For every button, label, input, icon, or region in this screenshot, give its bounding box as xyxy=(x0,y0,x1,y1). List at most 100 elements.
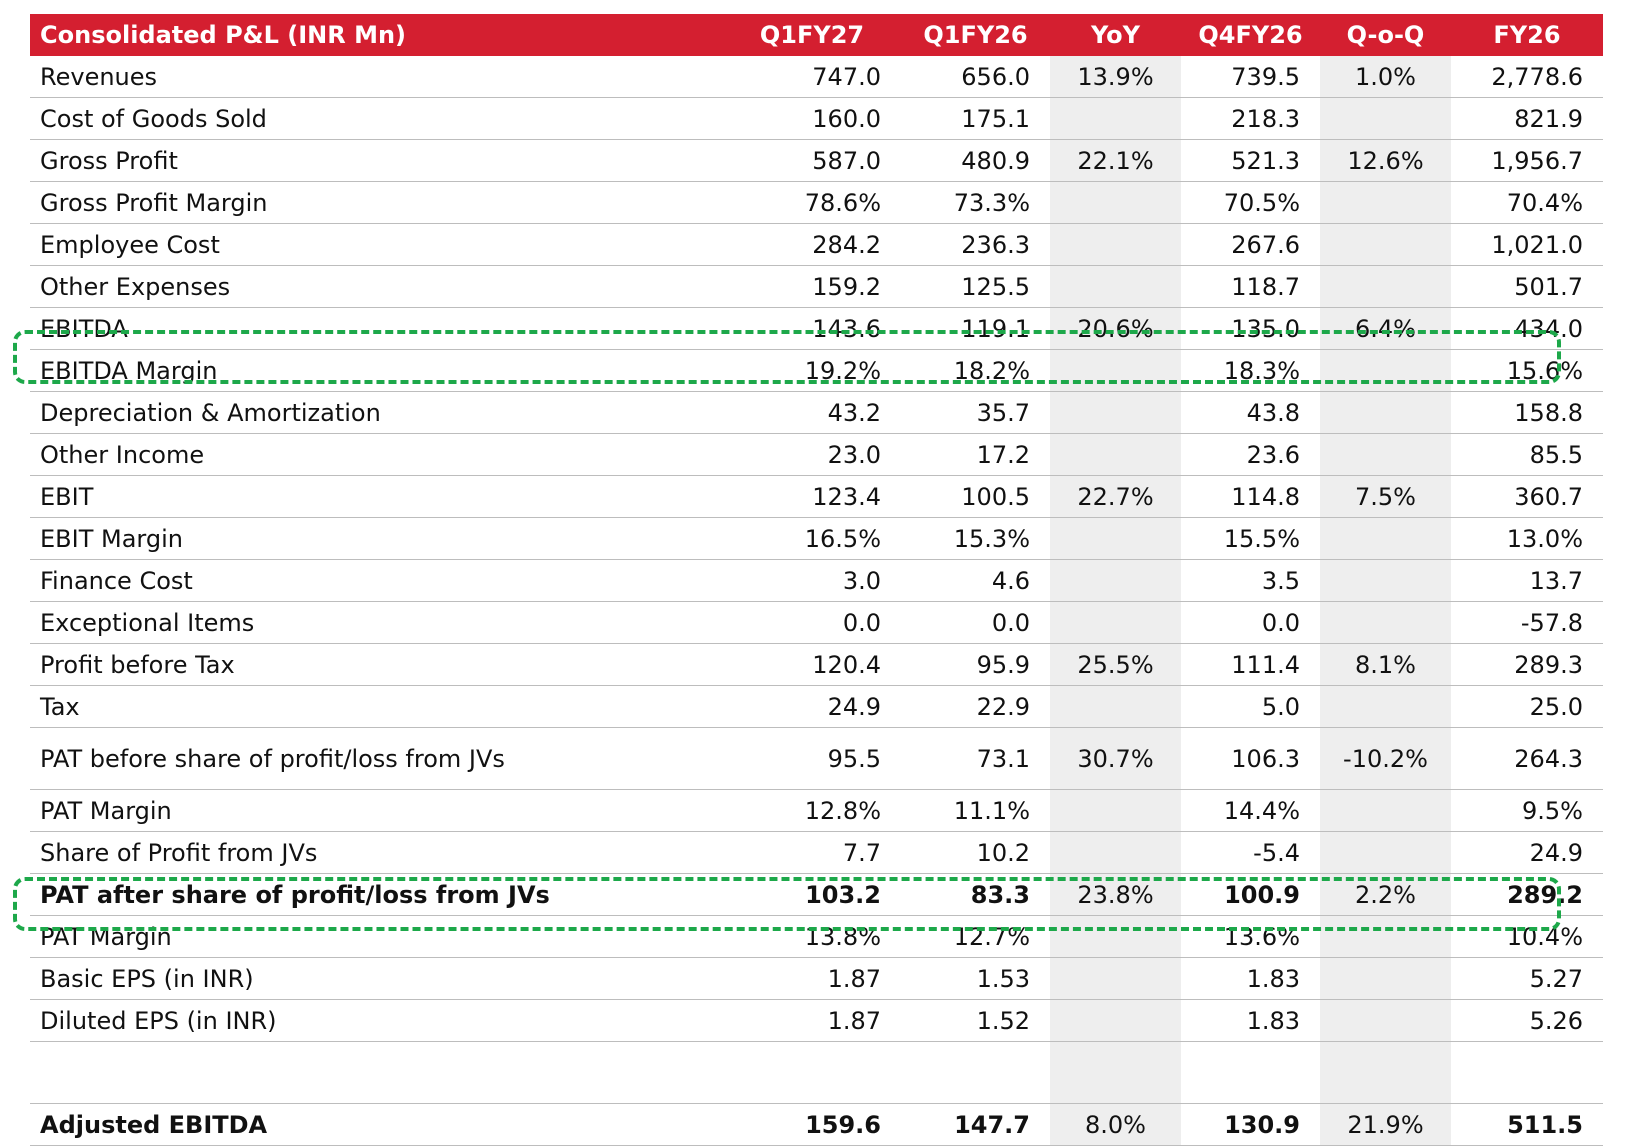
cell-fy26: 25.0 xyxy=(1451,685,1603,728)
cell-q1fy26: 22.9 xyxy=(901,685,1050,728)
cell-q1fy26: 95.9 xyxy=(901,643,1050,686)
cell-q1fy27: 12.8% xyxy=(723,789,901,832)
header-q4fy26: Q4FY26 xyxy=(1181,14,1320,56)
row-label: Profit before Tax xyxy=(30,643,723,686)
table-row: Adjusted EBITDA 159.6 147.7 8.0% 130.9 21.9% 5… xyxy=(30,1103,1603,1146)
row-label: Other Income xyxy=(30,433,723,476)
table-row: Other Income 23.0 17.2 23.6 85.5 xyxy=(30,433,1603,476)
cell-q4fy26: 15.5% xyxy=(1181,517,1320,560)
table-row: Employee Cost 284.2 236.3 267.6 1,021.0 xyxy=(30,223,1603,266)
row-label: Depreciation & Amortization xyxy=(30,391,723,434)
row-label: EBITDA Margin xyxy=(30,349,723,392)
cell-yoy xyxy=(1050,957,1181,1000)
cell-q1fy26: 18.2% xyxy=(901,349,1050,392)
cell-q4fy26: 118.7 xyxy=(1181,265,1320,308)
cell-qoq: -10.2% xyxy=(1320,727,1451,790)
cell-q4fy26: 739.5 xyxy=(1181,56,1320,98)
cell-q1fy27: 747.0 xyxy=(723,56,901,98)
header-yoy: YoY xyxy=(1050,14,1181,56)
cell-q4fy26: 135.0 xyxy=(1181,307,1320,350)
row-label: Tax xyxy=(30,685,723,728)
cell-fy26: 24.9 xyxy=(1451,831,1603,874)
table-row: Finance Cost 3.0 4.6 3.5 13.7 xyxy=(30,559,1603,602)
cell-fy26: 70.4% xyxy=(1451,181,1603,224)
cell-fy26: 2,778.6 xyxy=(1451,56,1603,98)
cell-yoy xyxy=(1050,685,1181,728)
row-label: PAT Margin xyxy=(30,789,723,832)
cell-yoy xyxy=(1050,97,1181,140)
row-label: PAT after share of profit/loss from JVs xyxy=(30,873,723,916)
cell-qoq: 2.2% xyxy=(1320,873,1451,916)
cell-yoy xyxy=(1050,789,1181,832)
cell-q1fy26: 0.0 xyxy=(901,601,1050,644)
table-row: Gross Profit Margin 78.6% 73.3% 70.5% 70.4% xyxy=(30,181,1603,224)
cell-fy26: 264.3 xyxy=(1451,727,1603,790)
row-label: Adjusted EBITDA xyxy=(30,1103,723,1146)
cell-fy26: 434.0 xyxy=(1451,307,1603,350)
cell-q1fy27: 159.6 xyxy=(723,1103,901,1146)
cell-yoy: 22.7% xyxy=(1050,475,1181,518)
cell-q1fy27: 16.5% xyxy=(723,517,901,560)
cell-q4fy26: 18.3% xyxy=(1181,349,1320,392)
cell-qoq xyxy=(1320,97,1451,140)
cell-qoq xyxy=(1320,789,1451,832)
cell-q4fy26: 218.3 xyxy=(1181,97,1320,140)
cell-q1fy27: 78.6% xyxy=(723,181,901,224)
cell-fy26: 821.9 xyxy=(1451,97,1603,140)
table-row xyxy=(30,1041,1603,1104)
cell-qoq xyxy=(1320,915,1451,958)
cell-yoy xyxy=(1050,181,1181,224)
table-row: EBITDA 143.6 119.1 20.6% 135.0 6.4% 434.0 xyxy=(30,307,1603,350)
cell-yoy xyxy=(1050,915,1181,958)
cell-qoq: 1.0% xyxy=(1320,56,1451,98)
cell-q4fy26: 3.5 xyxy=(1181,559,1320,602)
cell-qoq xyxy=(1320,433,1451,476)
cell-q1fy27: 160.0 xyxy=(723,97,901,140)
table-row: Revenues 747.0 656.0 13.9% 739.5 1.0% 2,778.6 xyxy=(30,56,1603,98)
row-label: Diluted EPS (in INR) xyxy=(30,999,723,1042)
cell-q4fy26: 14.4% xyxy=(1181,789,1320,832)
cell-q1fy26 xyxy=(901,1041,1050,1104)
cell-q1fy26: 73.3% xyxy=(901,181,1050,224)
cell-qoq xyxy=(1320,559,1451,602)
cell-q4fy26: -5.4 xyxy=(1181,831,1320,874)
cell-yoy xyxy=(1050,999,1181,1042)
cell-qoq xyxy=(1320,223,1451,266)
cell-q4fy26 xyxy=(1181,1041,1320,1104)
cell-q1fy27: 159.2 xyxy=(723,265,901,308)
table-row: Diluted EPS (in INR) 1.87 1.52 1.83 5.26 xyxy=(30,999,1603,1042)
row-label: Exceptional Items xyxy=(30,601,723,644)
cell-yoy xyxy=(1050,559,1181,602)
cell-fy26: 15.6% xyxy=(1451,349,1603,392)
cell-q4fy26: 1.83 xyxy=(1181,957,1320,1000)
cell-fy26: 10.4% xyxy=(1451,915,1603,958)
cell-q4fy26: 1.83 xyxy=(1181,999,1320,1042)
table-row: Tax 24.9 22.9 5.0 25.0 xyxy=(30,685,1603,728)
cell-q1fy27: 123.4 xyxy=(723,475,901,518)
cell-fy26: -57.8 xyxy=(1451,601,1603,644)
cell-q4fy26: 130.9 xyxy=(1181,1103,1320,1146)
header-q1fy26: Q1FY26 xyxy=(901,14,1050,56)
cell-q1fy27: 103.2 xyxy=(723,873,901,916)
pl-table: Consolidated P&L (INR Mn) Q1FY27 Q1FY26 … xyxy=(30,14,1603,1146)
cell-fy26: 289.2 xyxy=(1451,873,1603,916)
table-row: EBIT 123.4 100.5 22.7% 114.8 7.5% 360.7 xyxy=(30,475,1603,518)
cell-qoq xyxy=(1320,685,1451,728)
cell-fy26: 85.5 xyxy=(1451,433,1603,476)
cell-q1fy26: 15.3% xyxy=(901,517,1050,560)
cell-yoy: 30.7% xyxy=(1050,727,1181,790)
table-row: Basic EPS (in INR) 1.87 1.53 1.83 5.27 xyxy=(30,957,1603,1000)
table-row: PAT after share of profit/loss from JVs 1… xyxy=(30,873,1603,916)
cell-qoq xyxy=(1320,265,1451,308)
cell-q1fy26: 12.7% xyxy=(901,915,1050,958)
cell-q1fy27: 1.87 xyxy=(723,957,901,1000)
cell-yoy xyxy=(1050,831,1181,874)
row-label: Gross Profit Margin xyxy=(30,181,723,224)
cell-q4fy26: 106.3 xyxy=(1181,727,1320,790)
cell-fy26: 158.8 xyxy=(1451,391,1603,434)
cell-q1fy26: 4.6 xyxy=(901,559,1050,602)
cell-q4fy26: 5.0 xyxy=(1181,685,1320,728)
cell-fy26: 511.5 xyxy=(1451,1103,1603,1146)
cell-qoq: 12.6% xyxy=(1320,139,1451,182)
cell-q1fy27: 13.8% xyxy=(723,915,901,958)
